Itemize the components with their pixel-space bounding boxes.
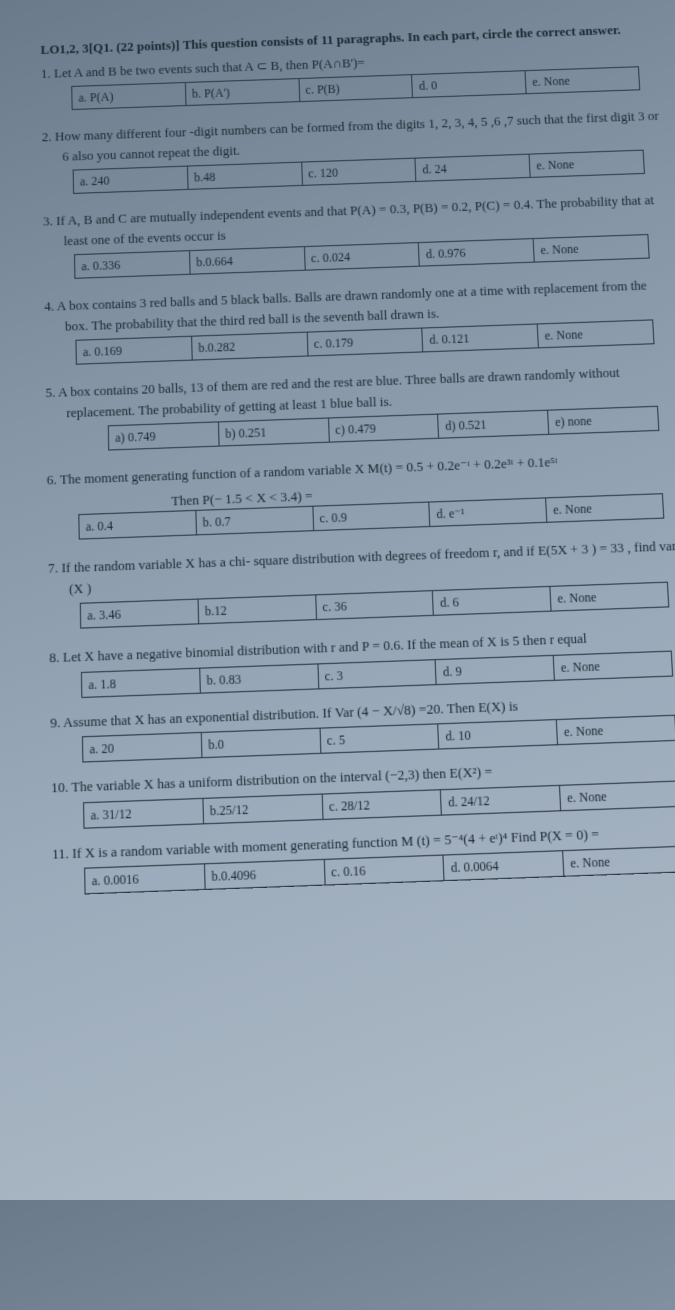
q10-opt-e[interactable]: e. None	[560, 781, 675, 810]
q1-opt-c[interactable]: c. P(B)	[299, 75, 413, 101]
q9-opt-d[interactable]: d. 10	[439, 720, 559, 748]
q11-opt-b[interactable]: b.0.4096	[205, 860, 325, 889]
q10-opt-c[interactable]: c. 28/12	[322, 790, 442, 819]
q6-opt-d[interactable]: d. e⁻¹	[430, 498, 548, 526]
q1-opt-e[interactable]: e. None	[526, 67, 639, 93]
q11-opt-c[interactable]: c. 0.16	[324, 856, 444, 885]
q11-opt-d[interactable]: d. 0.0064	[444, 851, 565, 880]
q9-opt-e[interactable]: e. None	[557, 716, 675, 744]
q1-body: Let A and B be two events such that A ⊂ …	[54, 54, 365, 80]
q6-opt-b[interactable]: b. 0.7	[196, 507, 314, 535]
q5-opt-a[interactable]: a) 0.749	[109, 422, 220, 449]
q5-num: 5.	[45, 384, 55, 400]
q9-opt-a[interactable]: a. 20	[83, 733, 202, 761]
q7-opt-b[interactable]: b.12	[198, 595, 316, 623]
q3-num: 3.	[43, 213, 53, 229]
question-4: 4. A box contains 3 red balls and 5 blac…	[44, 274, 675, 366]
q6-opt-e[interactable]: e. None	[546, 494, 663, 521]
q8-opt-b[interactable]: b. 0.83	[200, 664, 319, 692]
q5-opt-b[interactable]: b) 0.251	[219, 419, 330, 446]
q8-opt-d[interactable]: d. 9	[436, 655, 555, 683]
q6-num: 6.	[47, 471, 57, 487]
q4-opt-e[interactable]: e. None	[538, 320, 653, 347]
question-9: 9. Assume that X has an exponential dist…	[50, 688, 675, 763]
q11-opt-a[interactable]: a. 0.0016	[85, 864, 205, 893]
q5-opt-e[interactable]: e) none	[548, 407, 658, 434]
q4-opt-b[interactable]: b.0.282	[192, 333, 308, 360]
q7-opt-a[interactable]: a. 3.46	[81, 600, 199, 628]
q2-opt-c[interactable]: c. 120	[302, 159, 417, 185]
q3-opt-e[interactable]: e. None	[534, 235, 649, 262]
q6-opt-a[interactable]: a. 0.4	[79, 511, 196, 539]
q10-opt-b[interactable]: b.25/12	[203, 794, 323, 823]
q6-opt-c[interactable]: c. 0.9	[313, 503, 431, 531]
q4-num: 4.	[44, 298, 54, 314]
q3-opt-d[interactable]: d. 0.976	[419, 239, 535, 266]
question-3: 3. If A, B and C are mutually independen…	[43, 189, 670, 279]
question-10: 10. The variable X has a uniform distrib…	[51, 753, 675, 829]
q11-num: 11.	[52, 844, 69, 861]
q9-opt-b[interactable]: b.0	[202, 729, 321, 757]
q2-opt-d[interactable]: d. 24	[416, 155, 531, 181]
question-6: 6. The moment generating function of a r…	[47, 447, 675, 541]
q5-opt-d[interactable]: d) 0.521	[439, 411, 550, 438]
q1-opt-b[interactable]: b. P(A')	[186, 79, 300, 105]
q8-opt-e[interactable]: e. None	[554, 651, 672, 679]
q10-opt-a[interactable]: a. 31/12	[84, 798, 204, 827]
q10-opt-d[interactable]: d. 24/12	[441, 785, 561, 814]
q2-opt-e[interactable]: e. None	[530, 151, 644, 177]
question-7: 7. If the random variable X has a chi- s…	[48, 535, 675, 630]
question-8: 8. Let X have a negative binomial distri…	[49, 624, 675, 699]
q9-num: 9.	[50, 714, 60, 731]
q8-opt-c[interactable]: c. 3	[318, 660, 437, 688]
exam-page: LO1,2, 3[Q1. (22 points)] This question …	[0, 0, 675, 1310]
q2-opt-b[interactable]: b.48	[188, 163, 303, 189]
q3-opt-a[interactable]: a. 0.336	[75, 251, 190, 278]
q5-opt-c[interactable]: c) 0.479	[329, 415, 440, 442]
q7-opt-c[interactable]: c. 36	[316, 591, 434, 619]
q3-opt-c[interactable]: c. 0.024	[305, 243, 421, 270]
q1-opt-a[interactable]: a. P(A)	[72, 83, 186, 109]
q4-opt-c[interactable]: c. 0.179	[307, 329, 423, 356]
q4-opt-d[interactable]: d. 0.121	[423, 324, 539, 351]
q7-opt-e[interactable]: e. None	[551, 583, 669, 611]
q3-opt-b[interactable]: b.0.664	[190, 247, 305, 274]
q4-opt-a[interactable]: a. 0.169	[76, 337, 192, 364]
question-5: 5. A box contains 20 balls, 13 of them a…	[45, 360, 675, 453]
q2-num: 2.	[42, 129, 52, 144]
q2-opt-a[interactable]: a. 240	[74, 167, 189, 193]
q7-num: 7.	[48, 560, 58, 576]
q8-opt-a[interactable]: a. 1.8	[82, 668, 201, 696]
question-11: 11. If X is a random variable with momen…	[52, 819, 675, 896]
question-2: 2. How many different four -digit number…	[42, 106, 666, 195]
q1-num: 1.	[41, 65, 51, 80]
q8-num: 8.	[49, 649, 59, 666]
q11-opt-e[interactable]: e. None	[563, 847, 675, 876]
q9-opt-c[interactable]: c. 5	[320, 724, 439, 752]
q10-num: 10.	[51, 778, 68, 795]
q7-opt-d[interactable]: d. 6	[433, 587, 551, 615]
q1-opt-d[interactable]: d. 0	[412, 71, 526, 97]
